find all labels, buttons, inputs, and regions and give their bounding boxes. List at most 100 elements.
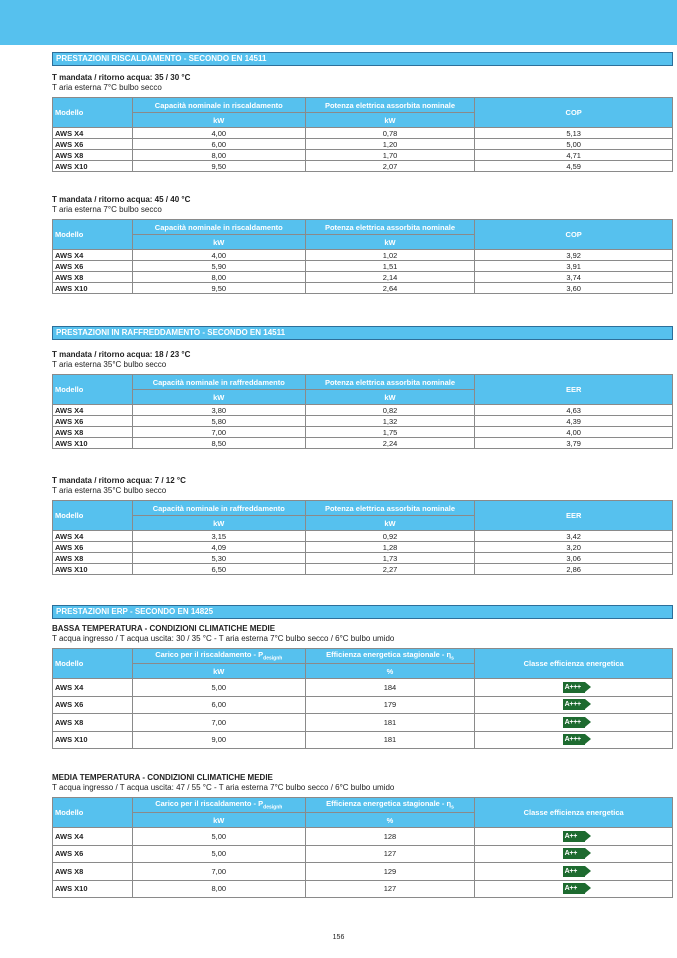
value-cell: 1,02 xyxy=(304,249,476,261)
energy-class-badge: A++ xyxy=(562,865,591,877)
value-cell: 3,92 xyxy=(474,249,673,261)
value-cell: 1,70 xyxy=(304,149,476,161)
table-row: AWS X10 9,50 2,64 3,60 xyxy=(52,282,673,294)
table-row: AWS X4 3,80 0,82 4,63 xyxy=(52,404,673,416)
model-cell: AWS X4 xyxy=(52,249,133,261)
value-cell: 8,50 xyxy=(131,437,306,449)
model-cell: AWS X10 xyxy=(52,437,133,449)
model-cell: AWS X8 xyxy=(52,271,133,283)
value-cell: 1,28 xyxy=(304,541,476,553)
subscript: s xyxy=(451,804,454,811)
table-subtitle: T acqua ingresso / T acqua uscita: 30 / … xyxy=(52,634,395,643)
value-cell: A++ xyxy=(474,827,673,846)
unit-header: kW xyxy=(131,389,306,405)
table-subtitle: T aria esterna 35°C bulbo secco xyxy=(52,486,167,495)
value-cell: 2,86 xyxy=(474,563,673,575)
value-cell: 5,00 xyxy=(131,678,306,697)
column-header: Capacità nominale in riscaldamento xyxy=(131,219,306,235)
column-header: Carico per il riscaldamento - Pdesignh xyxy=(131,648,306,664)
model-cell: AWS X6 xyxy=(52,541,133,553)
unit-header: kW xyxy=(131,812,306,828)
column-header: Potenza elettrica assorbita nominale xyxy=(304,97,476,113)
table-row: AWS X6 5,90 1,51 3,91 xyxy=(52,260,673,272)
model-cell: AWS X10 xyxy=(52,730,133,749)
table-row: AWS X8 7,00 1,75 4,00 xyxy=(52,426,673,438)
value-cell: 5,13 xyxy=(474,127,673,139)
header-row: Modello Carico per il riscaldamento - Pde… xyxy=(52,797,673,828)
header-row: Modello Carico per il riscaldamento - Pde… xyxy=(52,648,673,679)
model-cell: AWS X10 xyxy=(52,160,133,172)
table-row: AWS X8 7,00 181 A+++ xyxy=(52,713,673,732)
model-cell: AWS X8 xyxy=(52,149,133,161)
value-cell: 9,50 xyxy=(131,282,306,294)
header-row: Modello Capacità nominale in riscaldament… xyxy=(52,219,673,250)
value-cell: A+++ xyxy=(474,713,673,732)
table-row: AWS X4 5,00 184 A+++ xyxy=(52,678,673,697)
value-cell: 7,00 xyxy=(131,426,306,438)
value-cell: 6,50 xyxy=(131,563,306,575)
table-title: T mandata / ritorno acqua: 7 / 12 °C xyxy=(52,476,186,485)
table-row: AWS X10 8,50 2,24 3,79 xyxy=(52,437,673,449)
table-row: AWS X8 5,30 1,73 3,06 xyxy=(52,552,673,564)
column-header: Modello xyxy=(52,97,133,128)
value-cell: 1,32 xyxy=(304,415,476,427)
value-cell: A+++ xyxy=(474,730,673,749)
model-cell: AWS X10 xyxy=(52,282,133,294)
energy-class-badge: A+++ xyxy=(562,716,591,728)
table-row: AWS X8 7,00 129 A++ xyxy=(52,862,673,881)
value-cell: 5,00 xyxy=(474,138,673,150)
value-cell: 181 xyxy=(304,730,476,749)
table-subtitle: T acqua ingresso / T acqua uscita: 47 / … xyxy=(52,783,395,792)
value-cell: 3,80 xyxy=(131,404,306,416)
model-cell: AWS X8 xyxy=(52,552,133,564)
top-banner xyxy=(0,0,677,45)
value-cell: 5,80 xyxy=(131,415,306,427)
energy-class-badge: A+++ xyxy=(562,734,591,746)
header-row: Modello Capacità nominale in raffreddamen… xyxy=(52,500,673,531)
table-row: AWS X8 8,00 2,14 3,74 xyxy=(52,271,673,283)
table-subtitle: T aria esterna 7°C bulbo secco xyxy=(52,83,162,92)
data-table: Modello Capacità nominale in raffreddamen… xyxy=(52,374,673,449)
model-cell: AWS X4 xyxy=(52,127,133,139)
model-cell: AWS X8 xyxy=(52,862,133,881)
value-cell: 3,06 xyxy=(474,552,673,564)
table-title: T mandata / ritorno acqua: 35 / 30 °C xyxy=(52,73,191,82)
header-row: Modello Capacità nominale in riscaldament… xyxy=(52,97,673,128)
value-cell: 8,00 xyxy=(131,879,306,898)
column-header: Potenza elettrica assorbita nominale xyxy=(304,374,476,390)
value-cell: 3,79 xyxy=(474,437,673,449)
value-cell: 181 xyxy=(304,713,476,732)
model-cell: AWS X6 xyxy=(52,695,133,714)
column-header: COP xyxy=(474,97,673,128)
value-cell: 3,15 xyxy=(131,530,306,542)
value-cell: 4,09 xyxy=(131,541,306,553)
table-block: T mandata / ritorno acqua: 45 / 40 °C T a… xyxy=(52,195,673,294)
table-title: T mandata / ritorno acqua: 18 / 23 °C xyxy=(52,350,191,359)
column-header: EER xyxy=(474,374,673,405)
value-cell: 127 xyxy=(304,844,476,863)
data-table: Modello Carico per il riscaldamento - Pde… xyxy=(52,797,673,898)
unit-header: kW xyxy=(304,515,476,531)
value-cell: A+++ xyxy=(474,678,673,697)
value-cell: 2,24 xyxy=(304,437,476,449)
model-cell: AWS X6 xyxy=(52,138,133,150)
model-cell: AWS X10 xyxy=(52,563,133,575)
column-header: Classe efficienza energetica xyxy=(474,648,673,679)
model-cell: AWS X6 xyxy=(52,260,133,272)
model-cell: AWS X4 xyxy=(52,404,133,416)
column-header: Carico per il riscaldamento - Pdesignh xyxy=(131,797,306,813)
subscript: designh xyxy=(263,804,283,811)
column-header: Modello xyxy=(52,797,133,828)
unit-header: kW xyxy=(131,663,306,679)
value-cell: 5,30 xyxy=(131,552,306,564)
table-row: AWS X4 4,00 0,78 5,13 xyxy=(52,127,673,139)
table-title: BASSA TEMPERATURA - CONDIZIONI CLIMATICH… xyxy=(52,624,276,633)
value-cell: A++ xyxy=(474,844,673,863)
model-cell: AWS X4 xyxy=(52,678,133,697)
column-header: Modello xyxy=(52,374,133,405)
value-cell: 4,00 xyxy=(131,249,306,261)
table-row: AWS X10 6,50 2,27 2,86 xyxy=(52,563,673,575)
value-cell: 2,64 xyxy=(304,282,476,294)
column-header: Modello xyxy=(52,219,133,250)
value-cell: 179 xyxy=(304,695,476,714)
